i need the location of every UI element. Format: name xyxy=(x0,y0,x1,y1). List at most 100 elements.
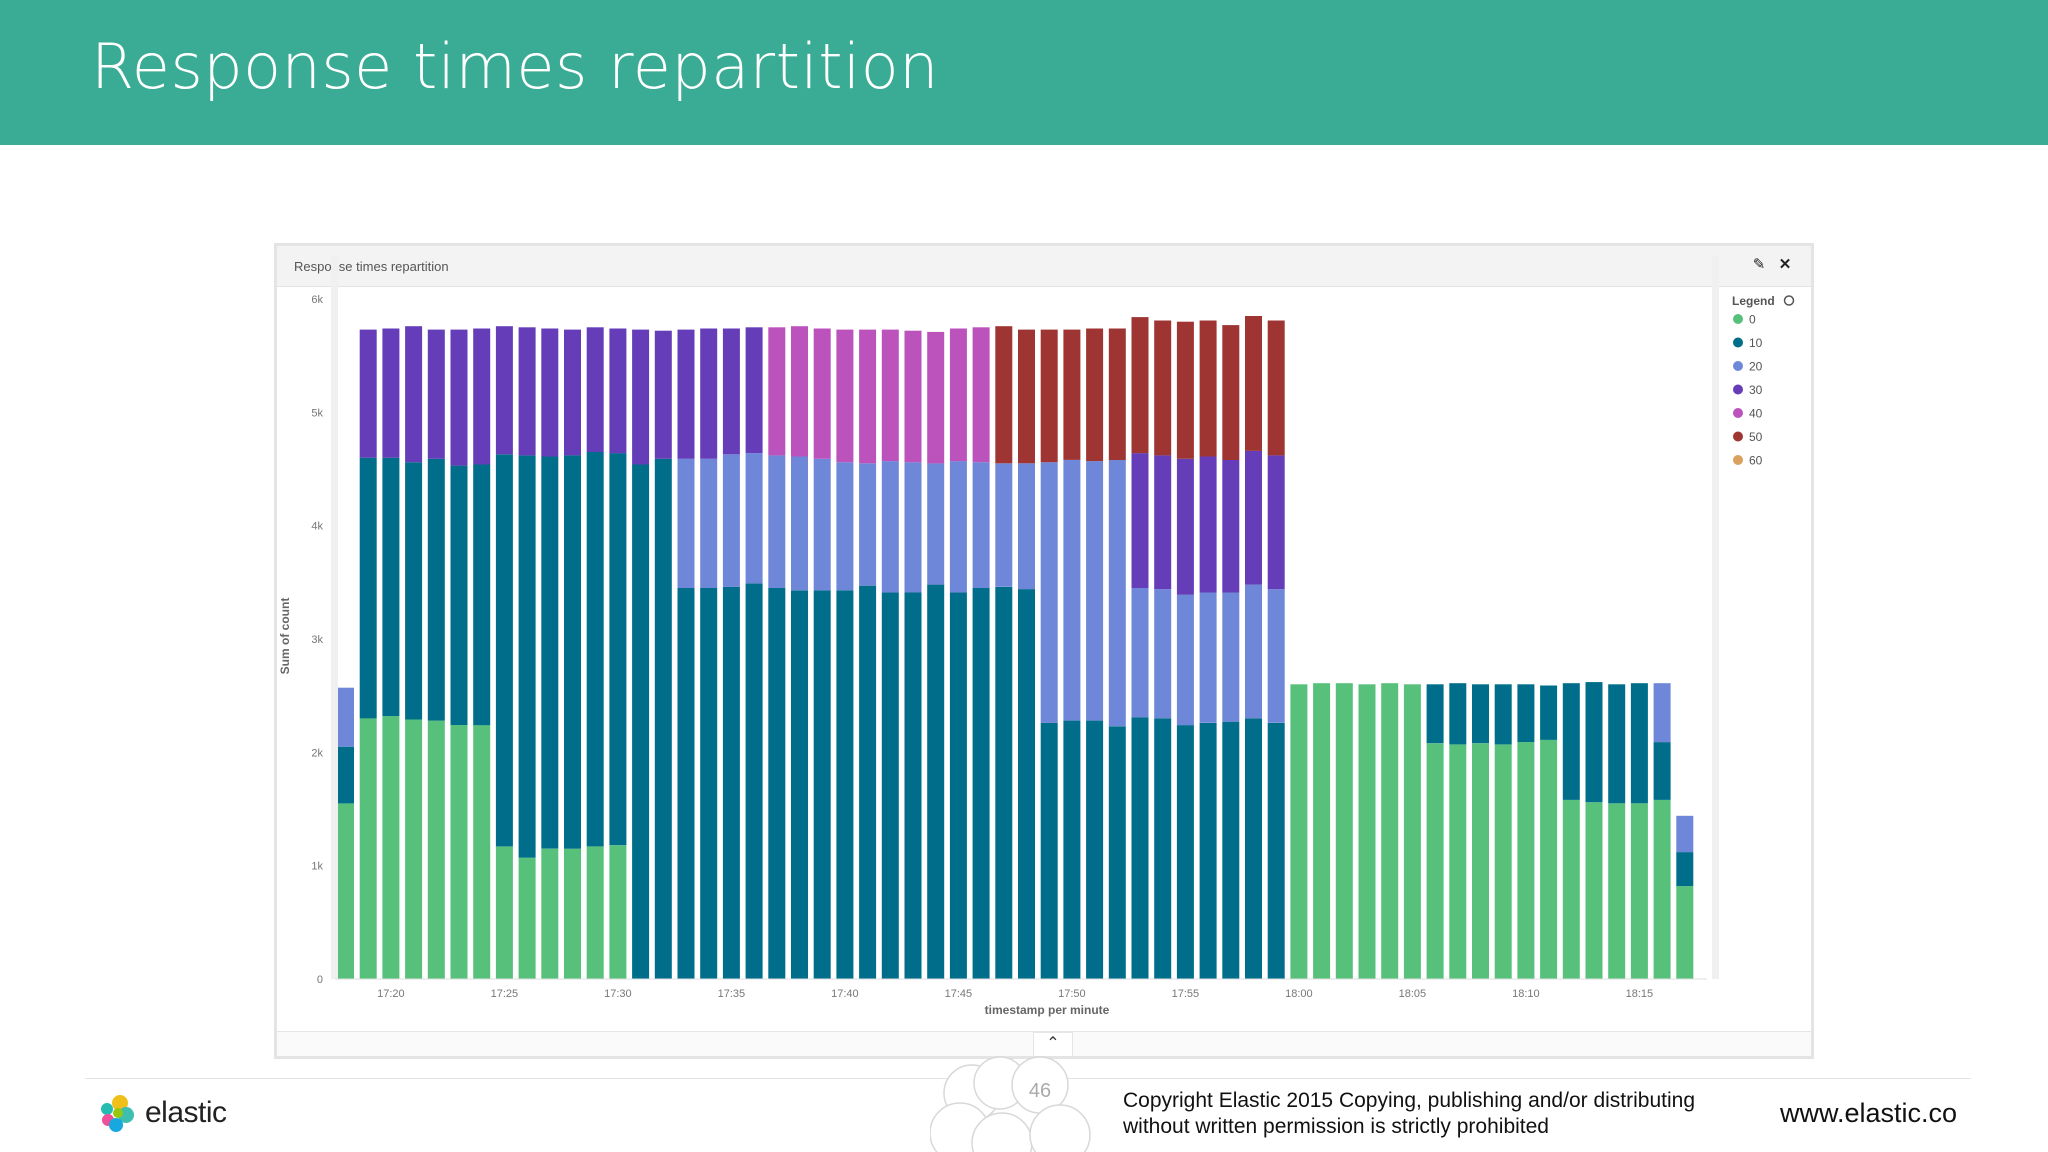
x-tick-label-17:25: 17:25 xyxy=(491,988,519,1000)
bar-segment-10-17:52 xyxy=(1108,726,1126,979)
bar-segment-50-17:58 xyxy=(1245,316,1262,451)
bar-segment-10-17:38 xyxy=(791,590,808,979)
x-tick-label-17:20: 17:20 xyxy=(377,988,405,1000)
y-tick-label-0: 0 xyxy=(317,974,323,986)
x-tick-label-18:05: 18:05 xyxy=(1399,988,1427,1000)
bar-segment-20-17:35 xyxy=(722,454,740,587)
bar-segment-50-17:56 xyxy=(1199,320,1217,457)
bar-segment-20-18:16 xyxy=(1653,683,1671,743)
bar-segment-30-17:55 xyxy=(1176,458,1194,595)
bar-segment-20-17:52 xyxy=(1108,459,1126,727)
bar-segment-20-17:36 xyxy=(745,453,763,584)
legend-dot-30 xyxy=(1733,384,1743,395)
bar-segment-0-18:14 xyxy=(1608,803,1626,979)
decorative-clouds xyxy=(930,1056,1091,1152)
bar-segment-50-17:48 xyxy=(1018,329,1035,464)
bar-segment-50-17:50 xyxy=(1063,329,1081,460)
bar-segment-30-17:20 xyxy=(382,328,400,458)
bar-segment-30-17:59 xyxy=(1267,455,1285,590)
y-scrollbar xyxy=(331,256,338,979)
bar-segment-50-17:57 xyxy=(1222,325,1240,460)
copyright-notice: Copyright Elastic 2015 Copying, publishi… xyxy=(1123,1088,1723,1140)
bar-segment-10-17:41 xyxy=(859,585,877,979)
bar-segment-10-17:18 xyxy=(337,746,354,804)
x-tick-label-17:30: 17:30 xyxy=(604,988,632,1000)
bar-segment-10-18:11 xyxy=(1540,685,1558,740)
legend-divider xyxy=(1712,256,1719,979)
legend-label-20: 20 xyxy=(1749,360,1763,374)
chevron-up-icon[interactable]: ⌃ xyxy=(1033,1032,1073,1056)
legend-label-10: 10 xyxy=(1749,336,1763,350)
close-icon[interactable]: ✕ xyxy=(1778,256,1792,273)
bar-segment-10-17:36 xyxy=(745,583,763,979)
y-tick-label-2k: 2k xyxy=(311,747,323,759)
bar-segment-20-17:39 xyxy=(813,458,831,591)
bar-segment-30-17:31 xyxy=(632,329,650,465)
legend-label-60: 60 xyxy=(1749,454,1763,468)
bar-segment-20-17:56 xyxy=(1199,592,1217,723)
bar-segment-20-17:46 xyxy=(972,462,990,588)
y-tick-label-4k: 4k xyxy=(311,521,323,533)
bar-segment-30-17:26 xyxy=(518,327,536,456)
bar-segment-50-17:49 xyxy=(1040,329,1058,463)
bar-segment-50-17:54 xyxy=(1154,320,1172,456)
bar-segment-0-18:15 xyxy=(1630,803,1648,979)
bar-segment-10-17:30 xyxy=(609,453,627,846)
bar-segment-0-18:06 xyxy=(1426,743,1444,979)
bar-segment-20-17:58 xyxy=(1245,584,1262,719)
bar-segment-10-18:10 xyxy=(1517,684,1535,743)
bar-segment-10-17:33 xyxy=(677,588,695,979)
y-tick-label-1k: 1k xyxy=(311,861,323,873)
bar-segment-0-18:13 xyxy=(1585,802,1603,979)
brand-name: elastic xyxy=(145,1096,227,1129)
bar-segment-50-17:47 xyxy=(995,326,1013,464)
bar-segment-10-17:55 xyxy=(1176,725,1194,979)
bar-segment-10-18:09 xyxy=(1494,684,1512,745)
bar-segment-0-18:04 xyxy=(1381,683,1399,979)
bar-segment-20-17:34 xyxy=(700,458,718,588)
legend-label-30: 30 xyxy=(1749,383,1763,397)
bar-segment-10-17:45 xyxy=(949,592,967,979)
bar-segment-40-17:46 xyxy=(972,327,990,463)
bar-segment-40-17:39 xyxy=(813,328,831,459)
website-link[interactable]: www.elastic.co xyxy=(1780,1098,1958,1128)
bar-segment-10-17:24 xyxy=(473,464,491,726)
bar-segment-30-17:32 xyxy=(654,330,672,459)
x-tick-label-17:55: 17:55 xyxy=(1172,988,1200,1000)
bar-segment-20-17:47 xyxy=(995,463,1013,587)
bar-segment-0-17:25 xyxy=(495,846,513,979)
bar-segment-20-17:50 xyxy=(1063,459,1081,721)
bar-segment-10-17:50 xyxy=(1063,720,1081,979)
bar-segment-20-17:49 xyxy=(1040,462,1058,723)
bar-segment-30-17:56 xyxy=(1199,456,1217,593)
bar-segment-20-17:53 xyxy=(1131,588,1149,718)
bar-segment-0-17:30 xyxy=(609,845,627,979)
bar-segment-40-17:44 xyxy=(927,331,945,464)
bar-segment-50-17:51 xyxy=(1086,328,1104,462)
bar-segment-10-17:48 xyxy=(1018,589,1035,979)
bar-segment-10-17:29 xyxy=(586,452,604,847)
elastic-logo xyxy=(101,1095,134,1132)
bar-segment-0-18:00 xyxy=(1290,684,1308,979)
slide-header: Response times repartition xyxy=(0,0,2048,145)
bar-segment-50-17:55 xyxy=(1176,321,1194,459)
y-tick-label-6k: 6k xyxy=(311,294,323,306)
bar-segment-50-17:52 xyxy=(1108,328,1126,460)
bar-segment-0-17:18 xyxy=(337,803,354,979)
bar-segment-40-17:43 xyxy=(904,330,922,463)
bar-segment-10-17:32 xyxy=(654,458,672,979)
bar-segment-20-17:51 xyxy=(1086,461,1104,721)
bar-segment-20-17:44 xyxy=(927,463,945,585)
bar-segment-10-17:39 xyxy=(813,590,831,979)
pencil-icon[interactable]: ✎ xyxy=(1752,256,1766,273)
x-tick-label-17:35: 17:35 xyxy=(718,988,746,1000)
bar-segment-10-17:46 xyxy=(972,588,990,979)
bar-segment-20-17:41 xyxy=(859,463,877,586)
bar-segment-0-17:19 xyxy=(359,718,377,979)
bar-segment-0-18:11 xyxy=(1540,739,1558,979)
bar-segment-10-18:07 xyxy=(1449,683,1467,745)
bar-segment-40-17:45 xyxy=(949,328,967,462)
bar-segment-0-17:22 xyxy=(427,720,445,979)
bar-segment-10-17:20 xyxy=(382,457,400,717)
bar-segment-20-17:40 xyxy=(836,462,854,591)
